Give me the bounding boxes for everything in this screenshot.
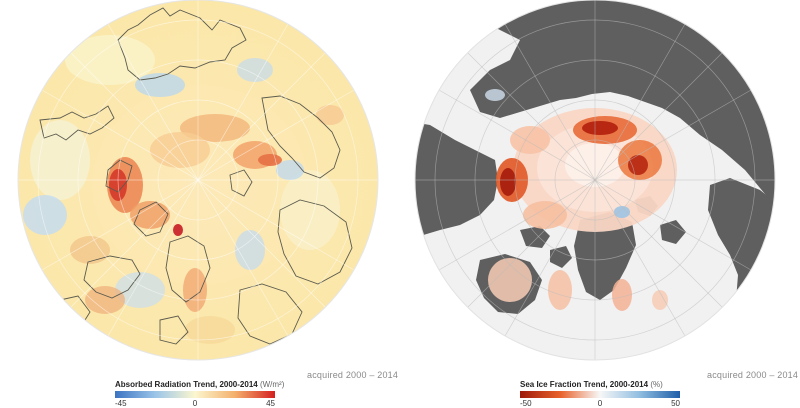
radiation-graticule [18, 0, 378, 360]
sea-ice-fraction-map [414, 0, 776, 361]
radiation-coastlines [39, 7, 353, 345]
legend-max-label: 50 [671, 399, 680, 408]
legend-ticks: -45 0 45 [115, 398, 275, 408]
acquired-date-label: acquired 2000 – 2014 [307, 370, 399, 380]
legend-unit: (W/m²) [259, 380, 285, 389]
legend-title-text: Sea Ice Fraction Trend, 2000-2014 [520, 380, 649, 389]
legend-title: Sea Ice Fraction Trend, 2000-2014 (%) [520, 380, 680, 390]
legend-mid-label: 0 [192, 399, 198, 408]
legend-unit: (%) [650, 380, 663, 389]
absorbed-radiation-panel: acquired 2000 – 2014 Absorbed Radiation … [0, 0, 400, 408]
absorbed-radiation-map [17, 0, 379, 361]
legend-ticks: -50 0 50 [520, 398, 680, 408]
legend-min-label: -50 [520, 399, 532, 408]
legend-color-bar [520, 391, 680, 398]
legend-mid-label: 0 [597, 399, 603, 408]
sea-ice-fraction-legend: Sea Ice Fraction Trend, 2000-2014 (%) -5… [520, 380, 680, 408]
legend-title: Absorbed Radiation Trend, 2000-2014 (W/m… [115, 380, 284, 390]
sea-ice-graticule [415, 0, 775, 360]
acquired-date-label: acquired 2000 – 2014 [707, 370, 799, 380]
sea-ice-fraction-panel: acquired 2000 – 2014 Sea Ice Fraction Tr… [400, 0, 800, 408]
absorbed-radiation-legend: Absorbed Radiation Trend, 2000-2014 (W/m… [115, 380, 284, 408]
legend-min-label: -45 [115, 399, 127, 408]
legend-color-bar [115, 391, 275, 398]
legend-title-text: Absorbed Radiation Trend, 2000-2014 [115, 380, 258, 389]
legend-max-label: 45 [266, 399, 275, 408]
